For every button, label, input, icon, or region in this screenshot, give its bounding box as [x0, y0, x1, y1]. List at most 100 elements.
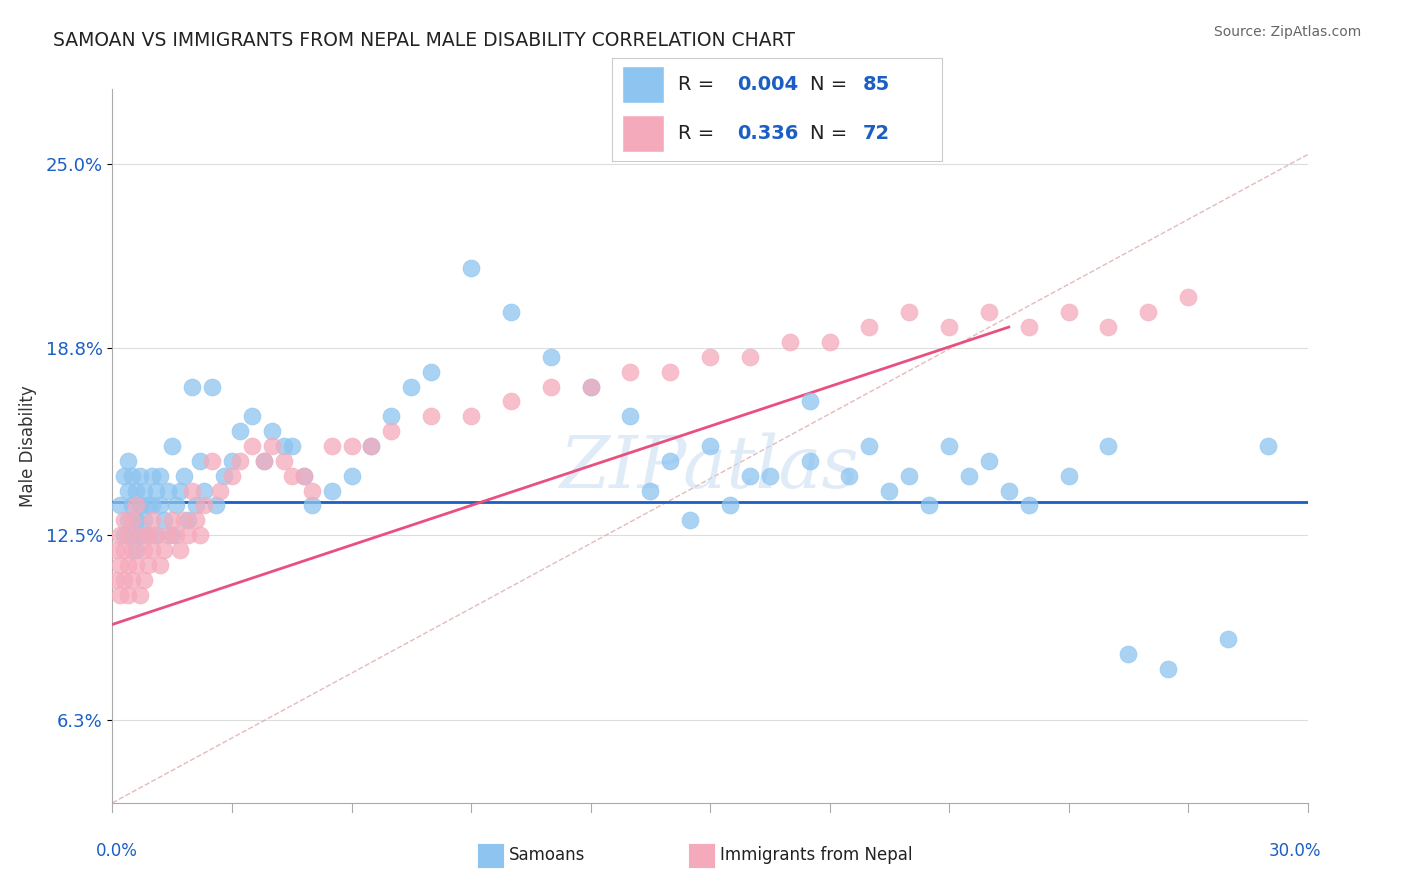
- Point: [1018, 499, 1040, 513]
- Point: [401, 379, 423, 393]
- Point: [134, 483, 156, 498]
- Text: 0.0%: 0.0%: [96, 842, 138, 860]
- Point: [420, 409, 443, 424]
- Point: [129, 528, 152, 542]
- Point: [253, 454, 276, 468]
- Text: 0.336: 0.336: [737, 124, 799, 144]
- Point: [110, 588, 132, 602]
- Point: [193, 483, 215, 498]
- Point: [165, 499, 187, 513]
- Y-axis label: Male Disability: Male Disability: [20, 385, 37, 507]
- Point: [240, 439, 263, 453]
- Text: Samoans: Samoans: [509, 847, 585, 864]
- Point: [1216, 632, 1239, 647]
- Point: [1157, 662, 1180, 676]
- Text: 85: 85: [863, 75, 890, 95]
- Point: [818, 334, 841, 349]
- Point: [138, 528, 160, 542]
- Point: [460, 409, 482, 424]
- Text: SAMOAN VS IMMIGRANTS FROM NEPAL MALE DISABILITY CORRELATION CHART: SAMOAN VS IMMIGRANTS FROM NEPAL MALE DIS…: [53, 31, 796, 50]
- Point: [1097, 320, 1119, 334]
- Point: [157, 483, 180, 498]
- Point: [579, 379, 602, 393]
- Point: [380, 424, 402, 438]
- Point: [145, 528, 167, 542]
- Text: N =: N =: [810, 75, 853, 95]
- Point: [321, 483, 343, 498]
- Point: [938, 439, 960, 453]
- Point: [619, 409, 641, 424]
- Point: [321, 439, 343, 453]
- Point: [117, 513, 139, 527]
- Point: [162, 528, 183, 542]
- Point: [659, 454, 682, 468]
- Point: [340, 439, 363, 453]
- Point: [169, 543, 191, 558]
- Point: [129, 528, 152, 542]
- Text: R =: R =: [678, 75, 720, 95]
- Point: [229, 454, 252, 468]
- Point: [153, 543, 176, 558]
- Point: [114, 528, 135, 542]
- Point: [125, 543, 148, 558]
- Point: [129, 499, 152, 513]
- Point: [121, 499, 143, 513]
- Point: [105, 573, 128, 587]
- Point: [141, 499, 163, 513]
- Point: [165, 528, 187, 542]
- Point: [253, 454, 276, 468]
- Point: [340, 468, 363, 483]
- Point: [1097, 439, 1119, 453]
- Point: [157, 528, 180, 542]
- Point: [209, 483, 232, 498]
- Point: [360, 439, 382, 453]
- Point: [117, 528, 139, 542]
- Point: [177, 528, 200, 542]
- Point: [121, 513, 143, 527]
- Point: [957, 468, 980, 483]
- Point: [149, 558, 172, 572]
- Text: N =: N =: [810, 124, 853, 144]
- Point: [281, 468, 304, 483]
- Point: [205, 499, 228, 513]
- Point: [640, 483, 662, 498]
- Point: [114, 513, 135, 527]
- Point: [273, 454, 295, 468]
- Point: [134, 573, 156, 587]
- Point: [145, 483, 167, 498]
- Point: [898, 305, 921, 319]
- Point: [738, 350, 761, 364]
- Point: [260, 424, 283, 438]
- Text: 30.0%: 30.0%: [1270, 842, 1322, 860]
- Point: [125, 499, 148, 513]
- Point: [188, 528, 211, 542]
- Point: [240, 409, 263, 424]
- Point: [1137, 305, 1160, 319]
- Point: [125, 483, 148, 498]
- Point: [212, 468, 235, 483]
- Point: [540, 350, 562, 364]
- Point: [149, 499, 172, 513]
- Point: [186, 499, 208, 513]
- Point: [619, 365, 641, 379]
- Point: [838, 468, 860, 483]
- Point: [125, 558, 148, 572]
- Point: [799, 454, 821, 468]
- Point: [162, 439, 183, 453]
- Point: [499, 305, 522, 319]
- Point: [153, 513, 176, 527]
- Point: [141, 468, 163, 483]
- Point: [718, 499, 741, 513]
- Point: [1177, 290, 1199, 304]
- Point: [129, 588, 152, 602]
- Point: [998, 483, 1021, 498]
- Point: [114, 468, 135, 483]
- Point: [177, 513, 200, 527]
- Point: [1118, 647, 1140, 661]
- Point: [779, 334, 801, 349]
- Point: [181, 483, 204, 498]
- Point: [579, 379, 602, 393]
- Point: [110, 558, 132, 572]
- Point: [125, 513, 148, 527]
- Point: [201, 379, 224, 393]
